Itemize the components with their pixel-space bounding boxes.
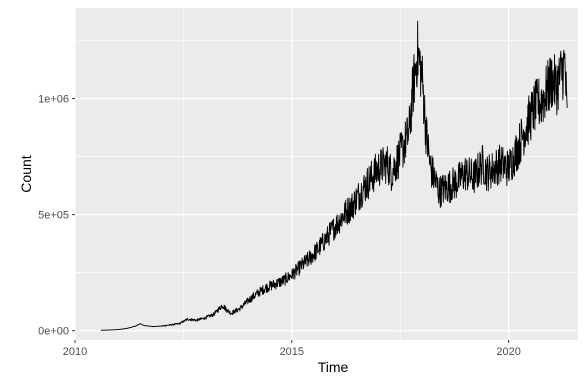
x-tick-label: 2020 [496,346,520,358]
x-tick-label: 2010 [63,346,87,358]
y-tick-label: 0e+00 [38,326,69,338]
series-line [100,20,568,331]
y-axis-ticks: 0e+00 5e+05 1e+06 [38,94,75,338]
x-tick-label: 2015 [280,346,304,358]
plot-panel [75,8,578,340]
minor-gridlines [75,8,578,340]
y-tick-label: 1e+06 [38,94,69,106]
x-axis-ticks: 2010 2015 2020 [63,340,521,358]
y-axis-title: Count [18,155,34,192]
major-gridlines [74,8,578,340]
series-layer [100,20,568,331]
x-axis-title: Time [318,359,349,375]
y-tick-label: 5e+05 [38,210,69,222]
